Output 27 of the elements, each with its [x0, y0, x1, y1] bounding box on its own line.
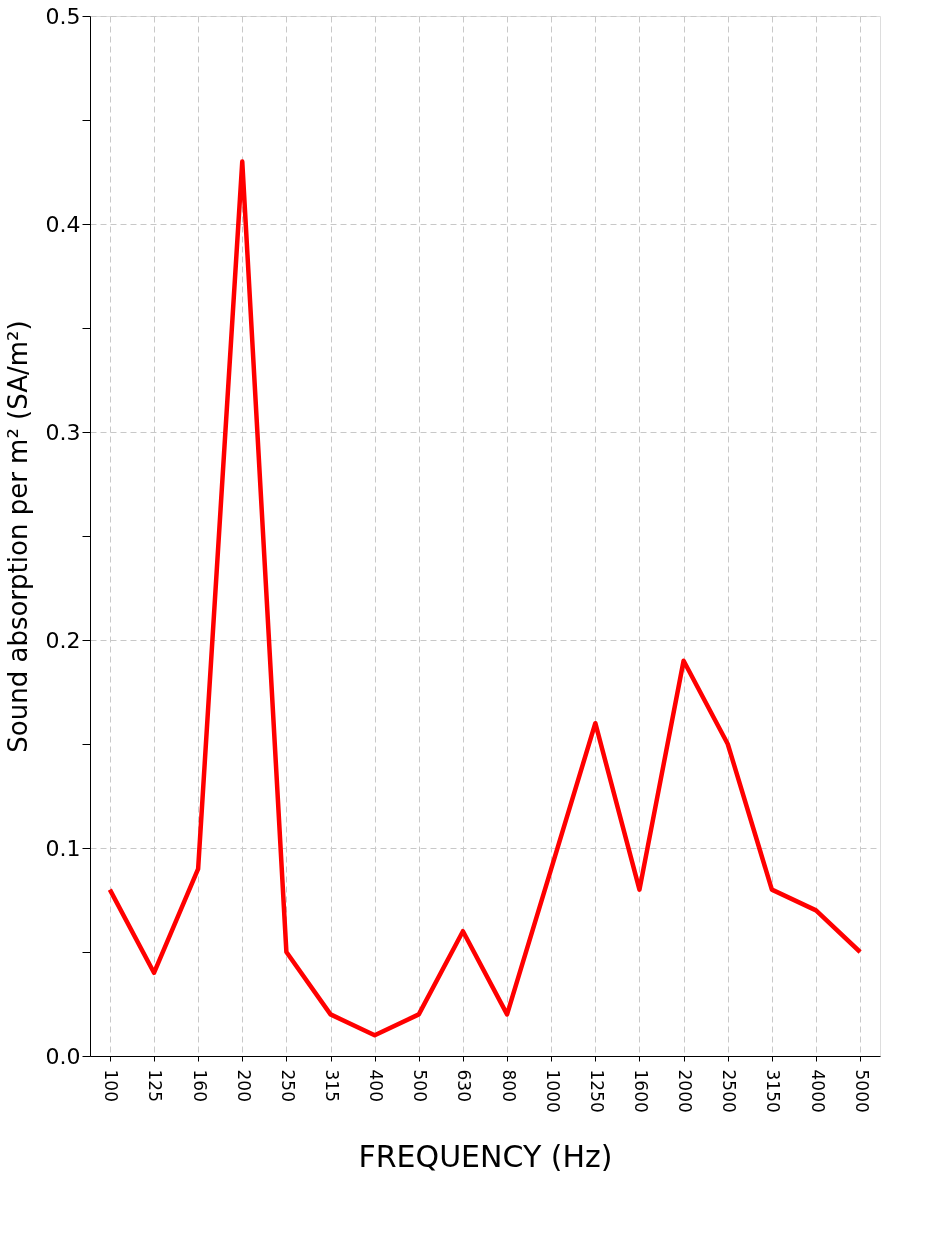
- y-tick-label: 0.2: [45, 627, 81, 653]
- x-tick-label: 2000: [675, 1069, 696, 1113]
- x-tick-label: 800: [498, 1069, 519, 1102]
- x-tick-label: 160: [189, 1069, 210, 1102]
- y-tick-label: 0.0: [45, 1043, 81, 1069]
- x-tick-label: 1000: [542, 1069, 563, 1113]
- x-tick-label: 315: [322, 1069, 343, 1102]
- x-tick-label: 125: [145, 1069, 166, 1102]
- x-tick-label: 5000: [851, 1069, 872, 1113]
- x-tick-label: 3150: [763, 1069, 784, 1113]
- x-tick-label: 500: [410, 1069, 431, 1102]
- x-tick-label: 200: [233, 1069, 254, 1102]
- x-tick-label: 1600: [630, 1069, 651, 1113]
- line-series: [107, 159, 863, 1038]
- x-tick-label: 1250: [586, 1069, 607, 1113]
- x-tick-label: 2500: [719, 1069, 740, 1113]
- x-axis-title: FREQUENCY (Hz): [358, 1138, 613, 1174]
- x-tick-label: 4000: [807, 1069, 828, 1113]
- y-tick-label: 0.3: [45, 419, 81, 445]
- y-tick-label: 0.5: [45, 3, 81, 29]
- x-tick-label: 630: [454, 1069, 475, 1102]
- y-axis-title: Sound absorption per m² (SA/m²): [2, 320, 33, 753]
- y-tick-label: 0.4: [45, 211, 81, 237]
- x-tick-label: 250: [277, 1069, 298, 1102]
- x-tick-label: 100: [101, 1069, 122, 1102]
- x-tick-label: 400: [366, 1069, 387, 1102]
- y-tick-label: 0.1: [45, 835, 81, 861]
